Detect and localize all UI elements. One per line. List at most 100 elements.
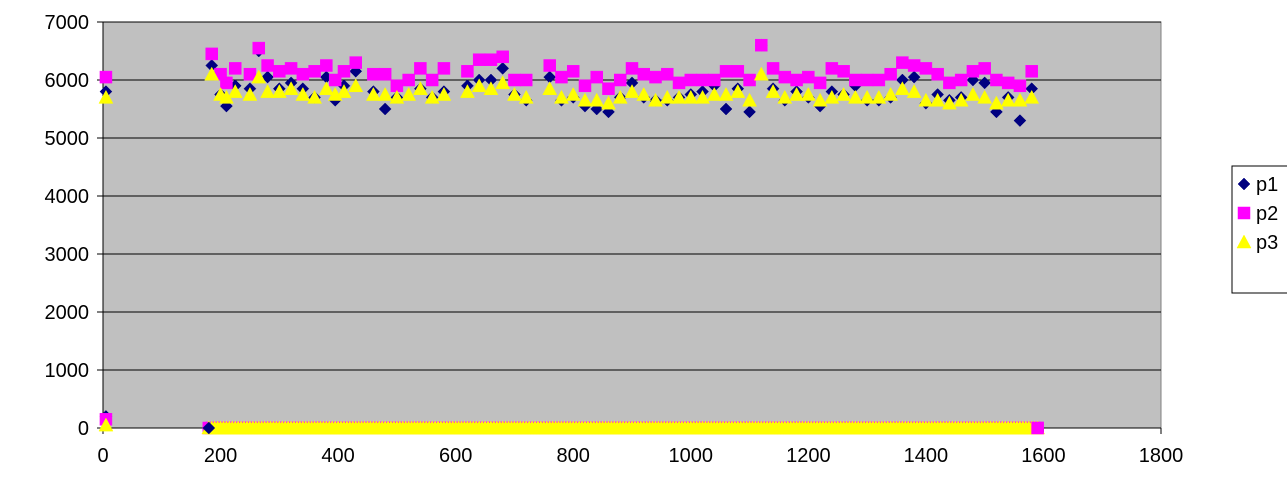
data-point-p2 [896, 56, 909, 69]
x-tick-label: 0 [97, 445, 108, 467]
y-tick-label: 1000 [45, 360, 90, 382]
data-point-p2 [684, 73, 698, 87]
data-point-p3 [518, 89, 534, 104]
data-point-p3 [918, 92, 934, 107]
data-point-p2 [1031, 421, 1044, 435]
data-point-p2 [931, 67, 944, 81]
data-point-p2 [625, 62, 639, 75]
data-point-p3 [251, 69, 267, 84]
legend-marker-p3 [1236, 234, 1252, 249]
data-point-p2 [367, 67, 380, 81]
data-point-p3 [260, 84, 275, 98]
data-point-p2 [414, 62, 427, 75]
data-point-p3 [1024, 89, 1040, 104]
data-point-p2 [778, 70, 792, 84]
data-point-p2 [484, 53, 498, 66]
data-point-p3 [471, 78, 487, 93]
data-point-p1 [1013, 114, 1027, 127]
data-point-p2 [884, 67, 897, 81]
data-point-p3 [718, 86, 734, 101]
data-point-p2 [99, 70, 113, 84]
data-point-p2 [907, 59, 921, 72]
data-point-p3 [1000, 92, 1016, 107]
data-point-p3 [824, 89, 840, 104]
data-point-p3 [424, 89, 440, 104]
data-point-p2 [1025, 65, 1038, 78]
x-tick-label: 1200 [786, 445, 831, 467]
data-point-p3 [271, 84, 287, 98]
data-point-p3 [836, 86, 852, 101]
data-point-p3 [389, 89, 405, 104]
data-point-p2 [755, 38, 768, 52]
data-point-p3 [730, 84, 746, 98]
data-point-p3 [227, 84, 243, 98]
data-point-p2 [402, 73, 415, 87]
data-point-p3 [401, 86, 417, 101]
data-point-p2 [637, 67, 651, 81]
data-point-p3 [777, 89, 793, 104]
y-tick-label: 0 [78, 418, 89, 440]
data-point-p3 [789, 86, 804, 101]
data-point-p1 [202, 421, 216, 435]
data-point-p1 [719, 102, 733, 116]
data-point-p2 [1013, 79, 1027, 93]
data-point-p2 [566, 65, 580, 78]
data-point-p3 [601, 95, 616, 110]
data-point-p2 [320, 59, 333, 72]
data-point-p1 [743, 105, 756, 119]
data-point-p2 [708, 73, 721, 87]
data-point-p3 [295, 86, 311, 101]
data-point-p3 [683, 89, 699, 104]
data-point-p2 [261, 59, 274, 72]
data-point-p2 [243, 67, 257, 81]
data-point-p3 [930, 92, 946, 107]
data-point-p3 [436, 86, 452, 101]
legend: p1 p2 p3 [1231, 165, 1287, 294]
data-point-p3 [953, 92, 969, 107]
data-point-p3 [941, 95, 957, 110]
data-point-p1 [978, 76, 992, 90]
data-point-p2 [590, 70, 603, 84]
legend-marker-p1 [1237, 177, 1251, 191]
data-point-p3 [242, 86, 258, 101]
data-point-p3 [765, 84, 781, 98]
data-point-p3 [659, 89, 675, 104]
data-point-p2 [378, 67, 392, 81]
data-point-p3 [906, 84, 922, 98]
y-tick-label: 7000 [45, 12, 90, 34]
data-point-p2 [978, 62, 991, 75]
data-point-p3 [706, 86, 722, 101]
data-point-p2 [337, 65, 351, 78]
data-point-p2 [308, 65, 321, 78]
data-point-p2 [919, 62, 933, 75]
data-point-p1 [378, 102, 392, 116]
data-point-p2 [425, 73, 439, 87]
data-point-p3 [336, 84, 352, 98]
data-point-p2 [966, 65, 980, 78]
data-point-p3 [204, 66, 220, 81]
data-point-p3 [965, 86, 981, 101]
data-point-p2 [543, 59, 556, 72]
data-point-p3 [98, 417, 114, 432]
data-point-p3 [495, 75, 511, 90]
data-point-p2 [719, 65, 733, 78]
data-point-p3 [1012, 92, 1028, 107]
data-point-p2 [672, 76, 686, 90]
data-point-p2 [496, 50, 509, 64]
data-point-p3 [753, 66, 769, 81]
data-point-p3 [589, 92, 605, 107]
x-tick-label: 800 [557, 445, 590, 467]
data-point-p2 [205, 47, 218, 61]
y-tick-label: 2000 [45, 302, 90, 324]
data-point-p3 [624, 84, 640, 98]
x-tick-label: 1400 [904, 445, 949, 467]
x-tick-label: 1000 [669, 445, 714, 467]
data-point-p3 [307, 89, 323, 104]
legend-label-p1: p1 [1256, 174, 1278, 196]
data-point-p2 [837, 65, 850, 78]
y-tick-label: 5000 [45, 128, 90, 150]
data-point-p2 [578, 79, 592, 93]
data-point-p3 [636, 86, 652, 101]
data-point-p3 [671, 89, 687, 104]
